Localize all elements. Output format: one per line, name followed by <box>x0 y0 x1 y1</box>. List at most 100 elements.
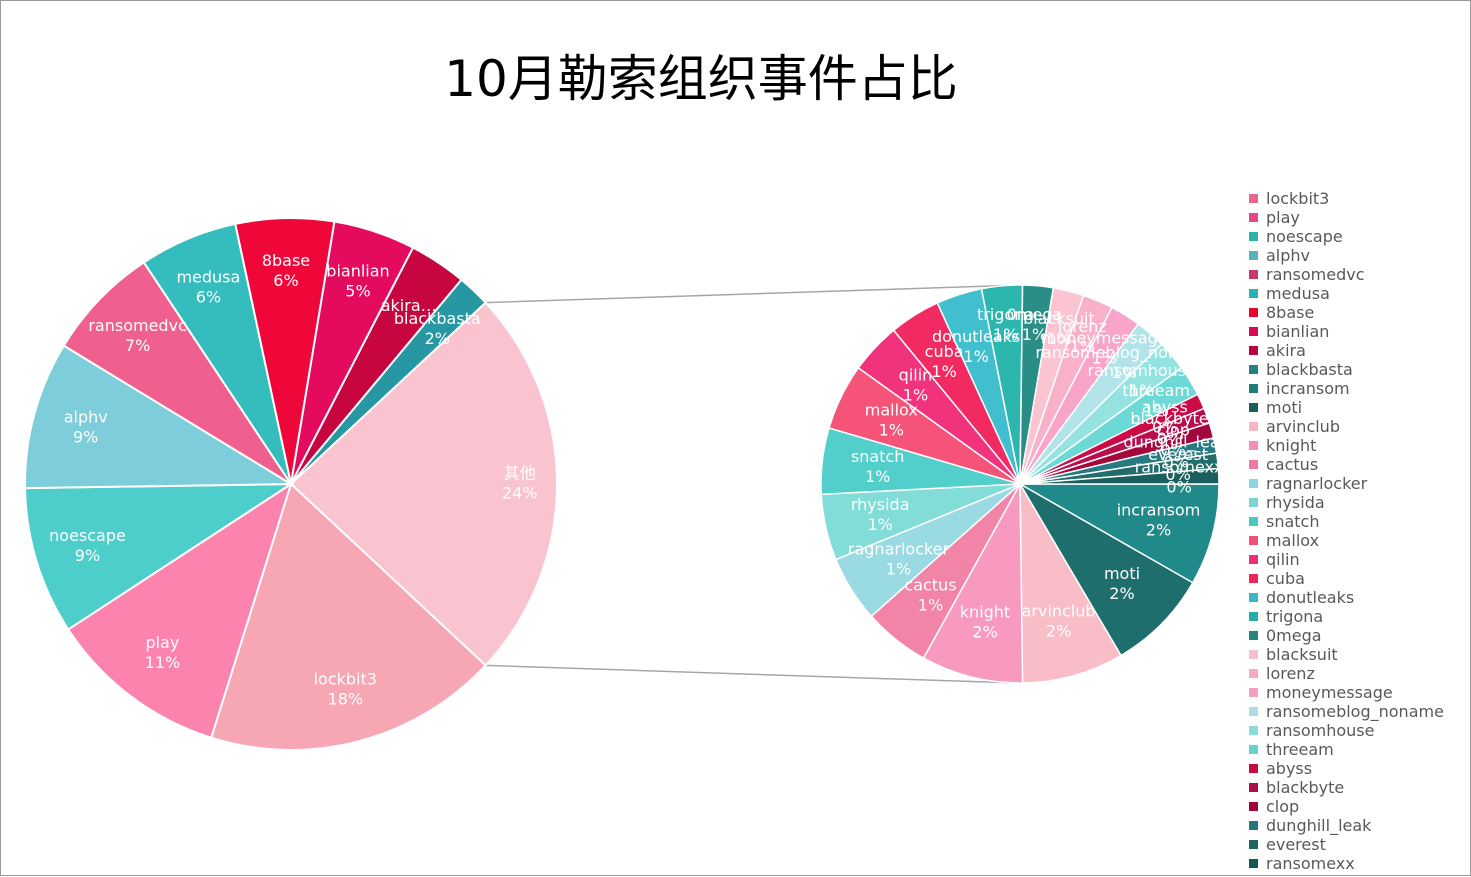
legend-item-ransomeblog-noname: ransomeblog_noname <box>1249 702 1444 721</box>
legend-swatch <box>1249 764 1258 773</box>
pie-label-play-value: 11% <box>145 653 181 672</box>
pie-label-abyss-value: 0% <box>1152 417 1177 436</box>
pie-label-noescape-value: 9% <box>75 546 100 565</box>
legend-label: blackbyte <box>1266 778 1345 797</box>
legend-swatch <box>1249 422 1258 431</box>
pie-label-alphv-name: alphv <box>64 408 108 427</box>
legend-item-donutleaks: donutleaks <box>1249 588 1444 607</box>
pie-label-blackbasta-value: 2% <box>425 329 450 348</box>
legend-label: clop <box>1266 797 1300 816</box>
pie-slice-arvinclub <box>1019 481 1123 684</box>
pie-label-lorenz-value: 1% <box>1070 337 1095 356</box>
pie-slice-alphv <box>24 344 295 490</box>
legend-label: moneymessage <box>1266 683 1393 702</box>
legend-label: lockbit3 <box>1266 189 1330 208</box>
legend-label: 0mega <box>1266 626 1322 645</box>
legend-label: ransomedvc <box>1266 265 1365 284</box>
legend-swatch <box>1249 365 1258 374</box>
legend-swatch <box>1249 289 1258 298</box>
legend-item-snatch: snatch <box>1249 512 1444 531</box>
pie-label-incransom-value: 2% <box>1146 520 1171 539</box>
pie-label-alphv-value: 9% <box>73 428 98 447</box>
legend-item-dunghill-leak: dunghill_leak <box>1249 816 1444 835</box>
pie-label-snatch-name: snatch <box>851 447 905 466</box>
legend-swatch <box>1249 441 1258 450</box>
legend-swatch <box>1249 384 1258 393</box>
legend-label: 8base <box>1266 303 1315 322</box>
legend-item-alphv: alphv <box>1249 246 1444 265</box>
chart-title: 10月勒索组织事件占比 <box>444 50 958 108</box>
legend-label: cuba <box>1266 569 1305 588</box>
secondary-pie: incransom2%moti2%arvinclub2%knight2%cact… <box>820 284 1230 684</box>
legend-swatch <box>1249 346 1258 355</box>
legend-item-ransomhouse: ransomhouse <box>1249 721 1444 740</box>
pie-label-dunghill-leak-value: 0% <box>1164 453 1189 472</box>
legend-swatch <box>1249 517 1258 526</box>
legend-swatch <box>1249 555 1258 564</box>
legend-swatch <box>1249 859 1258 868</box>
pie-label-bianlian-name: bianlian <box>326 262 389 281</box>
legend-item-rhysida: rhysida <box>1249 493 1444 512</box>
pie-label-other-name: 其他 <box>504 464 536 483</box>
legend-swatch <box>1249 536 1258 545</box>
pie-label-ransomexx-value: 0% <box>1166 477 1191 496</box>
pie-label-blacksuit-value: 1% <box>1046 329 1071 348</box>
legend-label: everest <box>1266 835 1326 854</box>
pie-slice-play <box>66 481 293 739</box>
legend-label: moti <box>1266 398 1303 417</box>
legend-label: incransom <box>1266 379 1350 398</box>
pie-label-bianlian-value: 5% <box>345 282 370 301</box>
pie-label-8base-value: 6% <box>273 271 298 290</box>
legend-item-blackbyte: blackbyte <box>1249 778 1444 797</box>
legend-swatch <box>1249 821 1258 830</box>
pie-label-noescape-name: noescape <box>49 526 126 545</box>
pie-slice-ransomedvc <box>62 261 292 485</box>
pie-slice-ransomexx <box>1019 467 1220 485</box>
pie-label-other-value: 24% <box>502 484 538 503</box>
pie-label-everest-name: everest <box>1148 445 1208 464</box>
pie-label-blackbyte-name: blackbyte <box>1130 409 1208 428</box>
pie-label-blackbasta-name: blackbasta <box>394 309 481 328</box>
legend-swatch <box>1249 251 1258 260</box>
legend-item-moneymessage: moneymessage <box>1249 683 1444 702</box>
pie-label-cactus-name: cactus <box>904 575 956 594</box>
legend-item-everest: everest <box>1249 835 1444 854</box>
legend-item-noescape: noescape <box>1249 227 1444 246</box>
legend-swatch <box>1249 403 1258 412</box>
connector-lines <box>485 284 1014 684</box>
legend-swatch <box>1249 745 1258 754</box>
legend-swatch <box>1249 726 1258 735</box>
legend-item-8base: 8base <box>1249 303 1444 322</box>
pie-label-cuba-name: cuba <box>925 342 964 361</box>
pie-label-lockbit3-name: lockbit3 <box>314 669 377 688</box>
pie-label-moti-name: moti <box>1104 564 1140 583</box>
pie-label-knight-value: 2% <box>972 622 997 641</box>
legend-swatch <box>1249 840 1258 849</box>
main-pie: 其他24%lockbit318%play11%noescape9%alphv9%… <box>24 217 559 751</box>
legend-item-play: play <box>1249 208 1444 227</box>
legend-item-ransomedvc: ransomedvc <box>1249 265 1444 284</box>
legend-item-incransom: incransom <box>1249 379 1444 398</box>
pie-label-moti-value: 2% <box>1109 584 1134 603</box>
legend-item-qilin: qilin <box>1249 550 1444 569</box>
legend-label: ransomhouse <box>1266 721 1375 740</box>
pie-label-threeam-name: threeam <box>1122 381 1190 400</box>
pie-label-0mega-value: 1% <box>1022 325 1047 344</box>
pie-label-trigona-name: trigona <box>977 305 1034 324</box>
pie-label-trigona-value: 1% <box>993 325 1018 344</box>
legend-label: medusa <box>1266 284 1330 303</box>
legend-item-ragnarlocker: ragnarlocker <box>1249 474 1444 493</box>
pie-label-everest-value: 0% <box>1165 465 1190 484</box>
pie-label-akira-name: akira… <box>381 296 437 315</box>
legend-label: qilin <box>1266 550 1300 569</box>
pie-slice-moti <box>1017 481 1194 657</box>
pie-label-moneymessage-name: moneymessage <box>1041 329 1168 348</box>
pie-label-dunghill-leak-name: dunghill_leak <box>1123 433 1229 453</box>
legend-label: alphv <box>1266 246 1311 265</box>
pie-label-snatch-value: 1% <box>865 467 890 486</box>
legend-item-arvinclub: arvinclub <box>1249 417 1444 436</box>
pie-label-blackbyte-value: 0% <box>1157 429 1182 448</box>
legend-swatch <box>1249 707 1258 716</box>
pie-label-8base-name: 8base <box>262 251 310 270</box>
pie-label-abyss-name: abyss <box>1142 397 1188 416</box>
